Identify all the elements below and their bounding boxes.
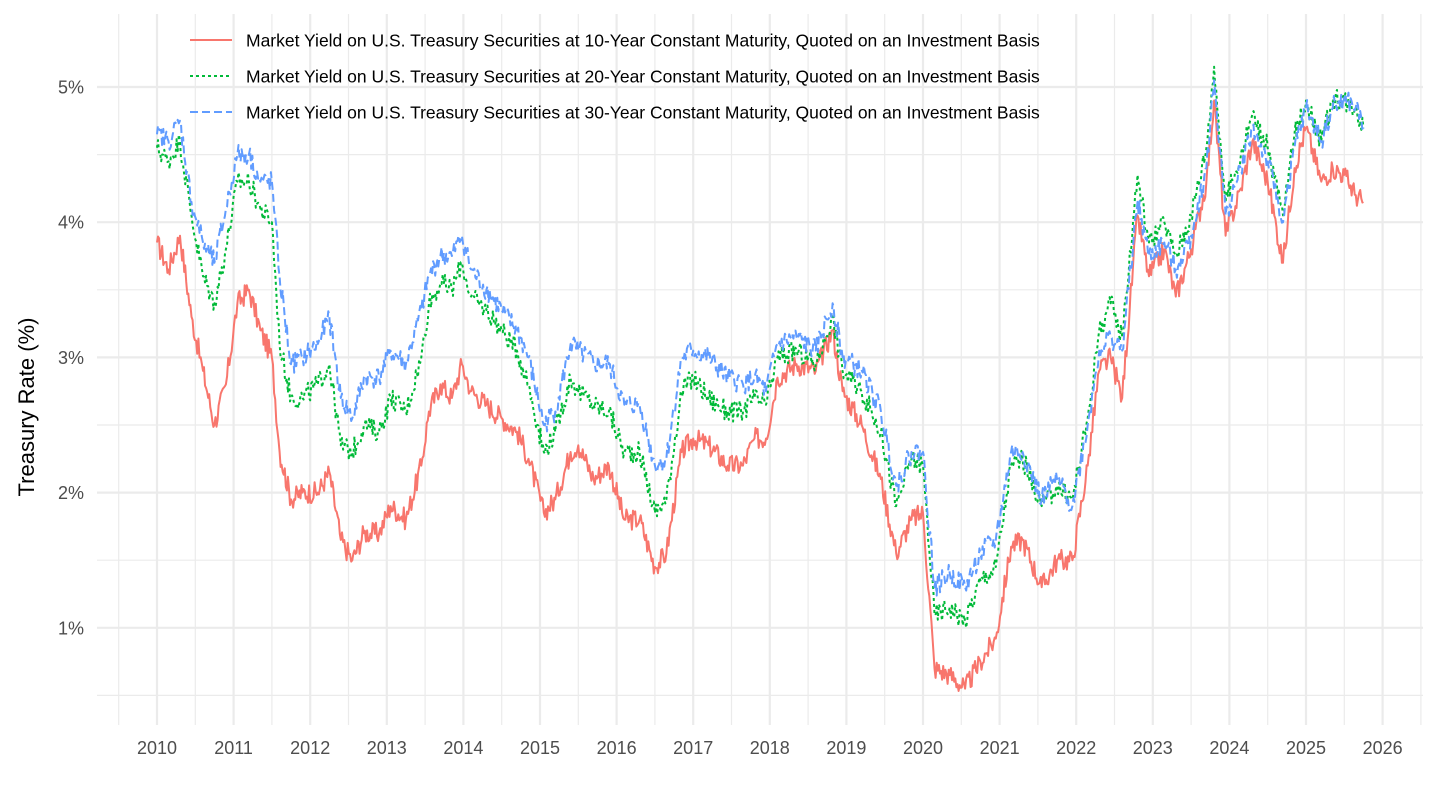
x-tick-label: 2026: [1363, 738, 1403, 758]
y-axis: 1% 2% 3% 4% 5%: [58, 78, 84, 639]
x-tick-label: 2022: [1056, 738, 1096, 758]
x-tick-label: 2018: [750, 738, 790, 758]
x-tick-label: 2013: [367, 738, 407, 758]
x-tick-label: 2014: [443, 738, 483, 758]
x-tick-label: 2019: [826, 738, 866, 758]
y-axis-title: Treasury Rate (%): [14, 318, 39, 497]
y-tick-label: 1%: [58, 618, 84, 638]
series-line-10y: [156, 99, 1364, 692]
y-tick-label: 4%: [58, 213, 84, 233]
x-tick-label: 2016: [597, 738, 637, 758]
y-tick-label: 2%: [58, 483, 84, 503]
x-tick-label: 2024: [1209, 738, 1249, 758]
x-tick-label: 2015: [520, 738, 560, 758]
y-tick-label: 3%: [58, 348, 84, 368]
series-line-30y: [156, 79, 1365, 597]
x-tick-label: 2010: [137, 738, 177, 758]
legend-label: Market Yield on U.S. Treasury Securities…: [246, 31, 1040, 51]
legend-label: Market Yield on U.S. Treasury Securities…: [246, 103, 1040, 123]
x-axis: 2010 2011 2012 2013 2014 2015 2016 2017 2018 2019…: [137, 738, 1403, 758]
legend: Market Yield on U.S. Treasury Securities…: [190, 31, 1040, 123]
x-tick-label: 2012: [290, 738, 330, 758]
grid: [97, 14, 1423, 725]
series-lines: [156, 65, 1365, 692]
x-tick-label: 2011: [214, 738, 253, 758]
x-tick-label: 2023: [1133, 738, 1173, 758]
series-line-20y: [156, 65, 1365, 629]
legend-label: Market Yield on U.S. Treasury Securities…: [246, 67, 1040, 87]
x-tick-label: 2021: [980, 738, 1020, 758]
x-tick-label: 2017: [673, 738, 713, 758]
x-tick-label: 2025: [1286, 738, 1326, 758]
y-tick-label: 5%: [58, 78, 84, 98]
x-tick-label: 2020: [903, 738, 943, 758]
